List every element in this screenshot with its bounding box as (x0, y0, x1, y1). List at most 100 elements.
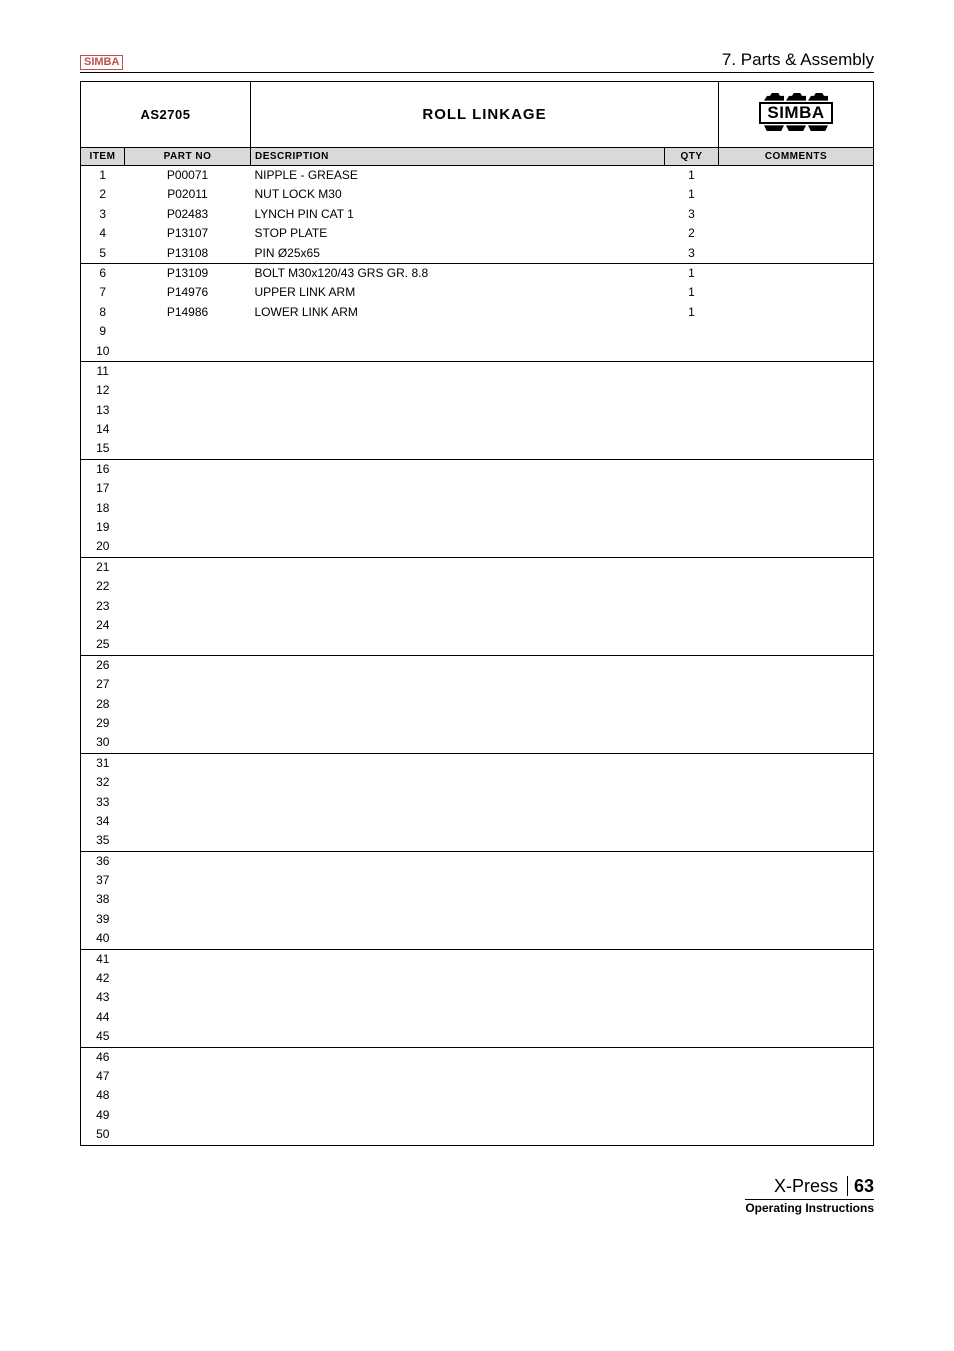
cell-comments (719, 479, 874, 498)
cell-comments (719, 459, 874, 479)
col-header-qty: QTY (665, 148, 719, 166)
cell-comments (719, 224, 874, 243)
cell-qty (665, 793, 719, 812)
cell-qty (665, 675, 719, 694)
cell-comments (719, 831, 874, 851)
cell-description (251, 1106, 665, 1125)
cell-description (251, 733, 665, 753)
cell-description (251, 1086, 665, 1105)
cell-comments (719, 616, 874, 635)
cell-item: 16 (81, 459, 125, 479)
cell-comments (719, 597, 874, 616)
cell-qty (665, 439, 719, 459)
cell-comments (719, 342, 874, 362)
cell-item: 3 (81, 205, 125, 224)
cell-description (251, 577, 665, 596)
cell-qty (665, 773, 719, 792)
table-row: 33 (81, 793, 874, 812)
cell-description (251, 949, 665, 969)
cell-partno (125, 851, 251, 871)
cell-comments (719, 1027, 874, 1047)
cell-item: 44 (81, 1008, 125, 1027)
cell-item: 17 (81, 479, 125, 498)
cell-item: 28 (81, 695, 125, 714)
cell-qty (665, 518, 719, 537)
footer-page-number: 63 (847, 1176, 874, 1196)
logo-small: SIMBA (80, 55, 123, 70)
cell-item: 37 (81, 871, 125, 890)
table-title: ROLL LINKAGE (422, 106, 546, 123)
cell-comments (719, 929, 874, 949)
cell-item: 1 (81, 166, 125, 186)
cell-description: BOLT M30x120/43 GRS GR. 8.8 (251, 263, 665, 283)
page-container: SIMBA 7. Parts & Assembly AS2705 ROLL LI… (0, 0, 954, 1247)
table-title-cell: ROLL LINKAGE (251, 82, 719, 148)
cell-item: 49 (81, 1106, 125, 1125)
leg-icon (786, 125, 806, 131)
cell-comments (719, 1106, 874, 1125)
cell-item: 35 (81, 831, 125, 851)
cell-description (251, 420, 665, 439)
cell-comments (719, 635, 874, 655)
cell-comments (719, 303, 874, 322)
cell-comments (719, 577, 874, 596)
cell-comments (719, 518, 874, 537)
cell-item: 19 (81, 518, 125, 537)
col-header-item: ITEM (81, 148, 125, 166)
table-row: 24 (81, 616, 874, 635)
cell-qty (665, 1067, 719, 1086)
cell-description (251, 773, 665, 792)
cell-partno (125, 969, 251, 988)
cell-qty (665, 322, 719, 341)
table-row: 27 (81, 675, 874, 694)
table-row: 14 (81, 420, 874, 439)
cell-description (251, 812, 665, 831)
cell-description (251, 597, 665, 616)
cell-comments (719, 753, 874, 773)
cell-partno (125, 479, 251, 498)
table-row: 16 (81, 459, 874, 479)
cell-partno (125, 695, 251, 714)
table-row: 46 (81, 1047, 874, 1067)
cell-comments (719, 910, 874, 929)
cell-description: NUT LOCK M30 (251, 185, 665, 204)
page-header: SIMBA 7. Parts & Assembly (80, 50, 874, 73)
cell-item: 30 (81, 733, 125, 753)
cell-item: 47 (81, 1067, 125, 1086)
cell-qty (665, 714, 719, 733)
cell-qty: 1 (665, 303, 719, 322)
table-row: 26 (81, 655, 874, 675)
cell-comments (719, 166, 874, 186)
cell-partno (125, 831, 251, 851)
cell-partno (125, 322, 251, 341)
cell-description (251, 401, 665, 420)
cell-qty (665, 890, 719, 909)
cell-description (251, 695, 665, 714)
cell-item: 45 (81, 1027, 125, 1047)
cell-item: 25 (81, 635, 125, 655)
cell-comments (719, 244, 874, 264)
as-number: AS2705 (141, 107, 191, 122)
table-row: 38 (81, 890, 874, 909)
table-row: 9 (81, 322, 874, 341)
cell-qty (665, 655, 719, 675)
cell-partno (125, 929, 251, 949)
cell-partno (125, 459, 251, 479)
footer-product: X-Press (774, 1176, 838, 1196)
cell-description (251, 557, 665, 577)
cell-qty (665, 812, 719, 831)
footer-line1: X-Press 63 (80, 1176, 874, 1197)
table-row: 2P02011NUT LOCK M301 (81, 185, 874, 204)
cell-item: 46 (81, 1047, 125, 1067)
cell-partno (125, 597, 251, 616)
cell-comments (719, 1047, 874, 1067)
cell-description (251, 381, 665, 400)
cell-description (251, 871, 665, 890)
cell-comments (719, 812, 874, 831)
cell-partno (125, 1086, 251, 1105)
table-row: 13 (81, 401, 874, 420)
cell-item: 15 (81, 439, 125, 459)
cell-partno: P13107 (125, 224, 251, 243)
simba-logo: SIMBA (759, 93, 832, 132)
cell-qty (665, 635, 719, 655)
